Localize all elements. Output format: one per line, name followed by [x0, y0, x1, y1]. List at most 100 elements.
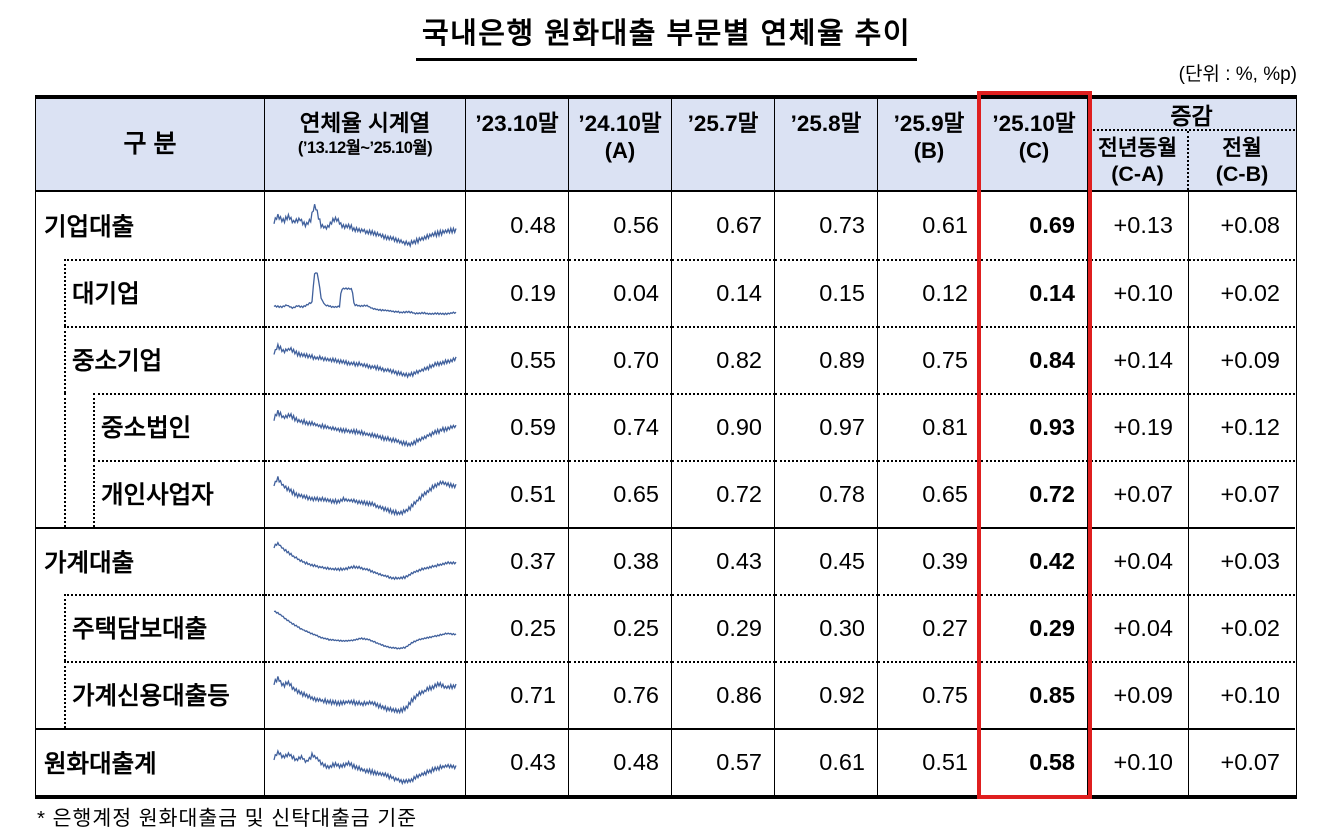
delta-subheaders: 전년동월 (C-A) 전월 (C-B) — [1088, 131, 1295, 190]
highlight-value-cell: 0.42 — [981, 527, 1088, 594]
delta-yoy-cell: +0.07 — [1088, 460, 1189, 527]
row-separator — [64, 326, 264, 328]
highlight-value-cell: 0.58 — [981, 728, 1088, 795]
row-label-cell: 기업대출 — [36, 192, 265, 259]
header-cell-delta-mom: 전월 (C-B) — [1189, 131, 1295, 190]
delta-group-label: 증감 — [1088, 99, 1295, 131]
indent-guide — [64, 393, 66, 460]
period-label: ’25.9말 — [893, 111, 965, 136]
value-cell: 0.75 — [878, 326, 981, 393]
value-cell: 0.57 — [672, 728, 775, 795]
value-cell: 0.82 — [672, 326, 775, 393]
value-cell: 0.25 — [466, 594, 569, 661]
sparkline-chart — [273, 341, 457, 379]
sparkline-cell — [265, 393, 466, 460]
row-label: 가계신용대출등 — [72, 683, 230, 710]
row-separator — [64, 259, 264, 261]
sparkline-chart — [273, 540, 457, 580]
row-label: 개인사업자 — [101, 482, 214, 509]
header-cell-period-5: ’25.10말 (C) — [981, 99, 1088, 190]
period-label: ’23.10말 — [475, 111, 559, 136]
delta-mom-cell: +0.07 — [1189, 460, 1295, 527]
sparkline-cell — [265, 728, 466, 795]
sparkline-chart — [273, 475, 457, 516]
delta-yoy-cell: +0.19 — [1088, 393, 1189, 460]
value-cell: 0.61 — [878, 192, 981, 259]
value-cell: 0.59 — [466, 393, 569, 460]
value-cell: 0.27 — [878, 594, 981, 661]
value-cell: 0.74 — [569, 393, 672, 460]
delta-yoy-cell: +0.04 — [1088, 527, 1189, 594]
delta-yoy-cell: +0.10 — [1088, 728, 1189, 795]
indent-guide — [93, 460, 95, 527]
value-cell: 0.43 — [672, 527, 775, 594]
value-cell: 0.55 — [466, 326, 569, 393]
header-cell-period-4: ’25.9말 (B) — [878, 99, 981, 190]
header-cell-delta-yoy: 전년동월 (C-A) — [1088, 131, 1189, 190]
period-label: ’25.10말 — [992, 111, 1076, 136]
value-cell: 0.97 — [775, 393, 878, 460]
period-sub-label: (B) — [913, 138, 945, 163]
sparkline-cell — [265, 527, 466, 594]
delta-label: 전년동월 — [1097, 135, 1178, 160]
value-cell: 0.12 — [878, 259, 981, 326]
value-cell: 0.51 — [878, 728, 981, 795]
table-row: 대기업 0.19 0.04 0.14 0.15 0.12 0.14 +0.10 +0.02 — [36, 259, 1296, 326]
header-cell-period-1: ’24.10말 (A) — [569, 99, 672, 190]
value-cell: 0.48 — [569, 728, 672, 795]
indent-guide — [64, 594, 66, 661]
table-row: 가계대출 0.37 0.38 0.43 0.45 0.39 0.42 +0.04 +0.03 — [36, 527, 1296, 594]
sparkline-header-label: 연체율 시계열 — [299, 111, 431, 136]
row-separator — [93, 460, 264, 462]
value-cell: 0.43 — [466, 728, 569, 795]
sparkline-chart — [273, 748, 457, 785]
delta-mom-cell: +0.08 — [1220, 212, 1280, 238]
value-cell: 0.81 — [878, 393, 981, 460]
sparkline-cell — [265, 594, 466, 661]
value-cell: 0.73 — [775, 192, 878, 259]
indent-guide — [64, 259, 66, 326]
title-area: 국내은행 원화대출 부문별 연체율 추이 — [0, 10, 1333, 61]
value-cell: 0.51 — [466, 460, 569, 527]
delta-yoy-cell: +0.13 — [1088, 192, 1189, 259]
value-cell: 0.29 — [672, 594, 775, 661]
highlight-value-cell: 0.72 — [981, 460, 1088, 527]
header-cell-category: 구 분 — [36, 99, 265, 190]
table-body: 기업대출 0.48 0.56 0.67 0.73 0.61 0.69 +0.13 +0.08 대기… — [36, 192, 1296, 795]
value-cell: 0.90 — [672, 393, 775, 460]
value-cell: 0.14 — [672, 259, 775, 326]
value-cell: 0.89 — [775, 326, 878, 393]
page-title: 국내은행 원화대출 부문별 연체율 추이 — [415, 10, 918, 61]
highlight-value-cell: 0.85 — [981, 661, 1088, 728]
row-label-cell: 중소기업 — [36, 326, 265, 393]
value-cell: 0.15 — [775, 259, 878, 326]
sparkline-chart — [273, 675, 457, 715]
value-cell: 0.61 — [775, 728, 878, 795]
row-label: 기업대출 — [44, 214, 135, 241]
table-row: 기업대출 0.48 0.56 0.67 0.73 0.61 0.69 +0.13 +0.08 — [36, 192, 1296, 259]
value-cell: 0.19 — [466, 259, 569, 326]
value-cell: 0.67 — [672, 192, 775, 259]
period-sub-label: (A) — [604, 138, 636, 163]
highlight-value-cell: 0.14 — [981, 259, 1088, 326]
value-cell: 0.39 — [878, 527, 981, 594]
value-cell: 0.78 — [775, 460, 878, 527]
delinquency-table: 구 분 연체율 시계열 (’13.12월~’25.10월) ’23.10말 ’24.10… — [35, 91, 1297, 799]
header-cell-period-0: ’23.10말 — [466, 99, 569, 190]
row-label-cell: 주택담보대출 — [36, 594, 265, 661]
value-cell: 0.37 — [466, 527, 569, 594]
value-cell: 0.75 — [878, 661, 981, 728]
footnote: * 은행계정 원화대출금 및 신탁대출금 기준 — [37, 807, 418, 830]
value-cell: 0.86 — [672, 661, 775, 728]
row-separator — [93, 393, 264, 395]
sparkline-cell — [265, 259, 466, 326]
row-separator — [64, 661, 264, 663]
value-cell: 0.72 — [672, 460, 775, 527]
highlight-value-cell: 0.93 — [981, 393, 1088, 460]
sparkline-chart — [273, 203, 457, 248]
row-separator — [64, 594, 264, 596]
unit-note: (단위 : %, %p) — [1178, 64, 1297, 85]
delta-mom-cell: +0.10 — [1189, 661, 1295, 728]
table-header: 구 분 연체율 시계열 (’13.12월~’25.10월) ’23.10말 ’24.10… — [36, 99, 1296, 192]
header-cell-period-3: ’25.8말 — [775, 99, 878, 190]
